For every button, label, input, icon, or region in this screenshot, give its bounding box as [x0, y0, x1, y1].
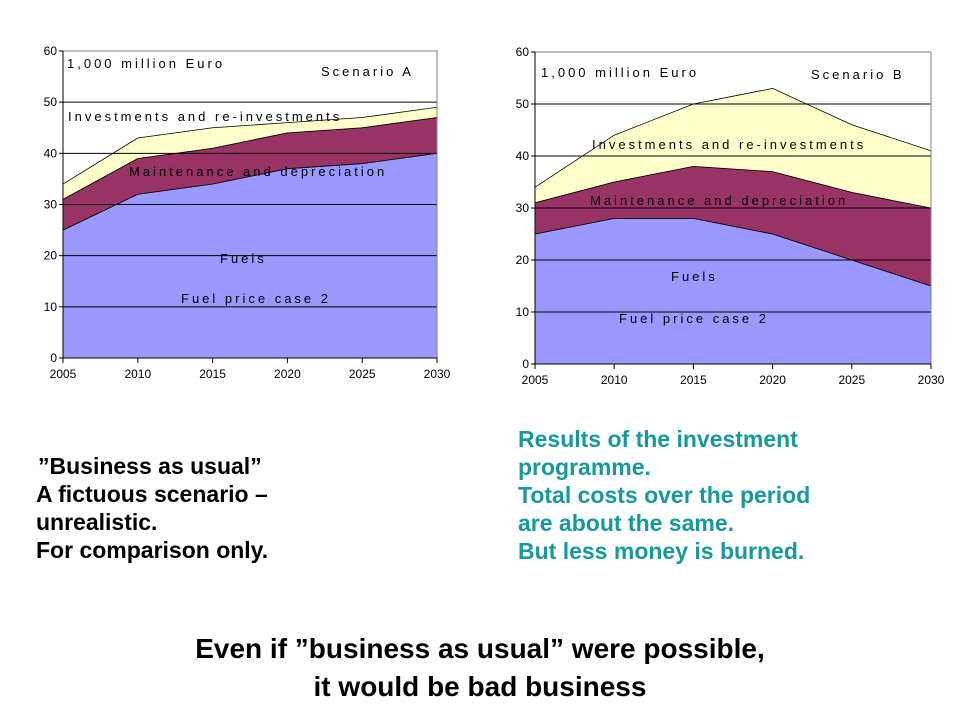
y-tick-label: 0 — [50, 351, 57, 365]
note-line: ”Business as usual” — [38, 453, 262, 479]
investments-label: Investments and re-investments — [592, 137, 866, 152]
scenario-label: Scenario B — [811, 67, 905, 82]
y-tick-label: 40 — [516, 149, 530, 163]
y-tick-label: 20 — [516, 253, 530, 267]
conclusion-heading: Even if ”business as usual” were possibl… — [0, 630, 960, 706]
x-tick-label: 2010 — [124, 367, 151, 381]
y-tick-label: 50 — [516, 97, 530, 111]
y-tick-label: 10 — [44, 300, 58, 314]
x-tick-label: 2030 — [918, 373, 945, 387]
x-tick-label: 2015 — [680, 373, 707, 387]
conclusion-line: Even if ”business as usual” were possibl… — [195, 633, 765, 664]
fuels-label: Fuels — [671, 269, 718, 284]
scenario-label: Scenario A — [321, 64, 414, 79]
investment-results-note: Results of the investment programme. Tot… — [518, 425, 948, 565]
y-tick-label: 30 — [516, 201, 530, 215]
note-line: For comparison only. — [36, 537, 269, 563]
note-line: Results of the investment — [518, 426, 798, 452]
y-tick-label: 60 — [44, 44, 58, 58]
y-tick-label: 20 — [44, 249, 58, 263]
x-tick-label: 2020 — [759, 373, 786, 387]
x-tick-label: 2020 — [274, 367, 301, 381]
x-tick-label: 2025 — [349, 367, 376, 381]
note-line: unrealistic. — [36, 509, 158, 535]
x-tick-label: 2010 — [601, 373, 628, 387]
note-line: But less money is burned. — [518, 538, 805, 564]
y-tick-label: 50 — [44, 95, 58, 109]
fuel-price-annotation: Fuel price case 2 — [619, 311, 769, 326]
unit-label: 1,000 million Euro — [541, 65, 699, 80]
y-tick-label: 30 — [44, 198, 58, 212]
unit-label: 1,000 million Euro — [67, 56, 225, 71]
y-tick-label: 10 — [516, 305, 530, 319]
x-tick-label: 2015 — [199, 367, 226, 381]
note-line: are about the same. — [518, 510, 735, 536]
investments-label: Investments and re-investments — [68, 109, 342, 124]
business-as-usual-note: ”Business as usual” A fictuous scenario … — [36, 452, 268, 564]
x-tick-label: 2005 — [50, 367, 77, 381]
x-tick-label: 2005 — [522, 373, 549, 387]
fuels-label: Fuels — [220, 251, 267, 266]
x-tick-label: 2025 — [838, 373, 865, 387]
y-tick-label: 0 — [522, 357, 529, 371]
conclusion-line: it would be bad business — [313, 671, 647, 702]
maintenance-label: Maintenance and depreciation — [590, 193, 848, 208]
note-line: A fictuous scenario – — [36, 481, 268, 507]
fuel-price-annotation: Fuel price case 2 — [181, 291, 331, 306]
x-tick-label: 2030 — [424, 367, 451, 381]
y-tick-label: 60 — [516, 45, 530, 59]
note-line: Total costs over the period — [518, 482, 811, 508]
y-tick-label: 40 — [44, 146, 58, 160]
maintenance-label: Maintenance and depreciation — [129, 164, 387, 179]
note-line: programme. — [518, 454, 651, 480]
